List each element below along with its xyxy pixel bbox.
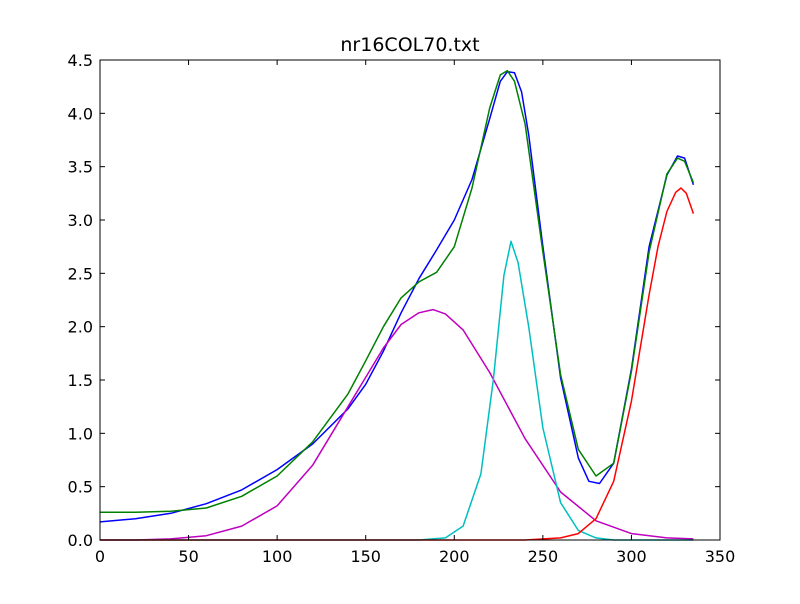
x-tick-label: 100 <box>262 547 293 566</box>
axes-layer: 0 50 100 150 200 250 300 350 0.0 0.5 1.0 1.5 2.0 2.5 3… <box>68 51 736 566</box>
x-tick-label: 350 <box>705 547 736 566</box>
series-line-2 <box>100 69 695 514</box>
y-tick-label: 3.0 <box>68 211 93 230</box>
y-tick-label: 4.5 <box>68 51 93 70</box>
series-line-4 <box>100 240 694 541</box>
y-tick-label: 3.5 <box>68 158 93 177</box>
x-tick-label: 0 <box>95 547 105 566</box>
series-line-5 <box>100 187 695 541</box>
plot-frame <box>99 59 721 541</box>
y-tick-label: 0.5 <box>68 478 93 497</box>
y-tick-label: 2.5 <box>68 264 93 283</box>
x-tick-label: 300 <box>616 547 647 566</box>
y-tick-label: 4.0 <box>68 104 93 123</box>
y-tick-label: 2.0 <box>68 318 93 337</box>
y-tick-label: 1.5 <box>68 371 93 390</box>
y-tick-label: 0.0 <box>68 531 93 550</box>
chart-title: nr16COL70.txt <box>340 34 479 56</box>
x-tick-label: 150 <box>350 547 381 566</box>
y-tick-label: 1.0 <box>68 424 93 443</box>
x-tick-label: 250 <box>528 547 559 566</box>
series-layer <box>99 69 695 541</box>
series-line-3 <box>100 308 694 541</box>
x-tick-label: 200 <box>439 547 470 566</box>
x-tick-label: 50 <box>178 547 198 566</box>
